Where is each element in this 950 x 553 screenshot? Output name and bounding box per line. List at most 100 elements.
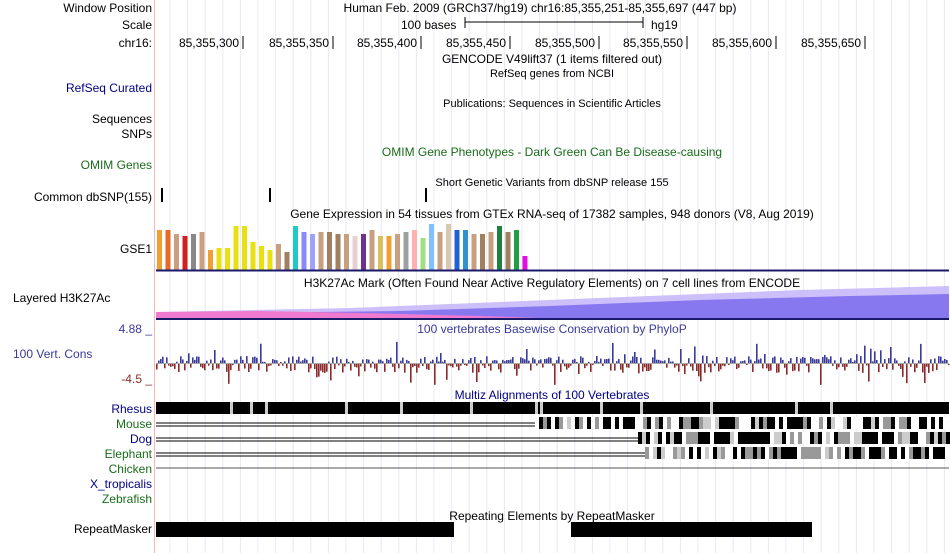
h3k27ac-title[interactable]: H3K27Ac Mark (Often Found Near Active Re… (303, 276, 801, 290)
phylop-bar (328, 361, 330, 363)
dbsnp-title[interactable]: Short Genetic Variants from dbSNP releas… (435, 177, 669, 189)
multiz-block (889, 447, 893, 459)
multiz-block (671, 417, 675, 429)
multiz-block (631, 417, 635, 429)
phylop-bar (624, 354, 626, 363)
phylop-bar (342, 364, 344, 373)
phylop-bar (268, 364, 270, 367)
multiz-block (749, 447, 753, 459)
species-label[interactable]: Dog (129, 432, 152, 446)
phylop-bar (162, 356, 164, 363)
multiz-block (694, 432, 698, 444)
phylop-bar (202, 364, 204, 369)
phylop-bar (548, 357, 550, 363)
multiz-block (799, 417, 803, 429)
phylop-label[interactable]: 100 Vert. Cons (13, 347, 93, 361)
gtex-label[interactable]: GSE1 (119, 242, 152, 256)
multiz-block (859, 417, 863, 429)
multiz-block (730, 432, 734, 444)
multiz-block (751, 417, 755, 429)
phylop-bar (934, 358, 936, 363)
multiz-block (846, 432, 850, 444)
multiz-block (935, 417, 939, 429)
multiz-block (743, 417, 747, 429)
multiz-block (723, 417, 727, 429)
phylop-bar (340, 359, 342, 363)
phylop-bar (192, 357, 194, 363)
repeat-title[interactable]: Repeating Elements by RepeatMasker (449, 509, 655, 523)
phylop-bar (606, 359, 608, 363)
phylop-bar (284, 361, 286, 363)
multiz-title[interactable]: Multiz Alignments of 100 Vertebrates (454, 388, 650, 402)
multiz-block (685, 447, 689, 459)
multiz-block (883, 417, 887, 429)
multiz-block (865, 447, 869, 459)
phylop-bar (218, 364, 220, 369)
refseq-title[interactable]: RefSeq genes from NCBI (489, 68, 615, 80)
phylop-title[interactable]: 100 vertebrates Basewise Conservation by… (417, 322, 687, 336)
repeat-label[interactable]: RepeatMasker (73, 522, 152, 536)
phylop-bar (882, 364, 884, 367)
multiz-block (719, 417, 723, 429)
phylop-bar (472, 364, 474, 373)
h3k27ac-label[interactable]: Layered H3K27Ac (13, 291, 111, 305)
multiz-block (879, 417, 883, 429)
multiz-block (867, 417, 871, 429)
phylop-bar (322, 364, 324, 373)
species-label[interactable]: Zebrafish (101, 492, 152, 506)
phylop-bar (232, 364, 234, 366)
multiz-block (745, 447, 749, 459)
refseq-label[interactable]: RefSeq Curated (65, 81, 152, 95)
multiz-block (758, 432, 762, 444)
omim-title[interactable]: OMIM Gene Phenotypes - Dark Green Can Be… (381, 145, 723, 159)
multiz-block (721, 447, 725, 459)
ruler-tick-label: 85,355,350 (268, 36, 329, 50)
phylop-bar (334, 364, 336, 370)
phylop-bar (426, 364, 428, 370)
phylop-bar (892, 364, 894, 370)
snps-label[interactable]: SNPs (121, 127, 152, 141)
phylop-bar (756, 343, 758, 363)
snp-tick (425, 188, 427, 202)
phylop-bar (762, 364, 764, 369)
sequences-label[interactable]: Sequences (91, 112, 152, 126)
dbsnp-label[interactable]: Common dbSNP(155) (33, 190, 152, 204)
phylop-bar (634, 351, 636, 363)
gtex-title[interactable]: Gene Expression in 54 tissues from GTEx … (290, 207, 814, 221)
phylop-bar (586, 364, 588, 366)
multiz-block (775, 417, 779, 429)
phylop-bar (414, 364, 416, 367)
species-label[interactable]: Mouse (115, 417, 152, 431)
publications-title[interactable]: Publications: Sequences in Scientific Ar… (443, 98, 661, 110)
phylop-bar (204, 364, 206, 371)
multiz-block (662, 432, 666, 444)
gencode-title[interactable]: GENCODE V49lift37 (1 items filtered out) (441, 52, 663, 66)
multiz-block (825, 447, 829, 459)
multiz-gap (640, 402, 643, 414)
phylop-bar (544, 359, 546, 363)
species-label[interactable]: Chicken (108, 462, 152, 476)
phylop-bar (410, 364, 412, 383)
species-label[interactable]: Rhesus (111, 402, 152, 416)
multiz-block (822, 432, 826, 444)
multiz-block (785, 447, 789, 459)
gtex-bar (233, 226, 239, 270)
multiz-block (669, 447, 673, 459)
phylop-bar (674, 364, 676, 368)
phylop-bar (384, 364, 386, 372)
phylop-bar (176, 361, 178, 363)
phylop-bar (746, 364, 748, 366)
multiz-block (603, 417, 607, 429)
gtex-bar (522, 256, 528, 270)
phylop-bar (286, 364, 288, 369)
gtex-bar (335, 234, 341, 270)
multiz-block (913, 447, 917, 459)
phylop-bar (714, 364, 716, 367)
multiz-block (878, 432, 882, 444)
species-label[interactable]: X_tropicalis (89, 477, 152, 491)
omim-label[interactable]: OMIM Genes (80, 158, 152, 172)
multiz-block (915, 417, 919, 429)
multiz-block (790, 432, 794, 444)
species-label[interactable]: Elephant (104, 447, 152, 461)
multiz-block (851, 417, 855, 429)
